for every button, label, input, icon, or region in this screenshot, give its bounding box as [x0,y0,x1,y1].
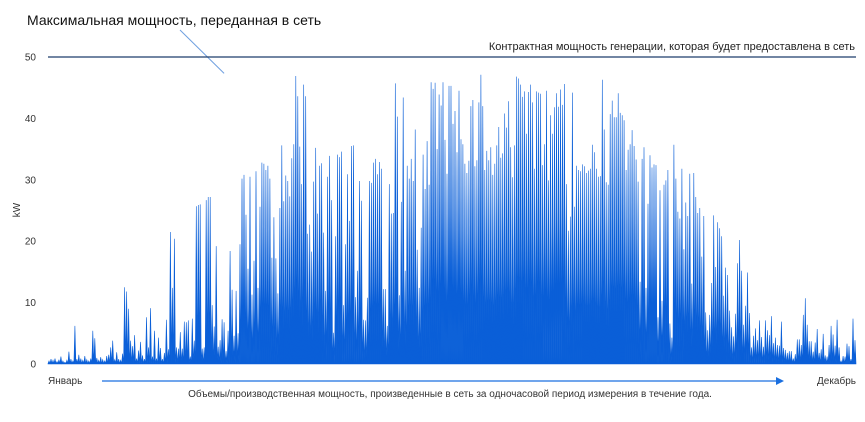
peak-annotation-leader [179,29,225,74]
y-tick-label: 0 [30,360,36,371]
x-timeline-arrow-head [776,377,784,385]
peak-annotation-label: Максимальная мощность, переданная в сеть [27,12,321,28]
y-tick-label: 10 [25,298,37,309]
y-axis-label: kW [12,202,23,217]
y-tick-label: 30 [25,175,37,186]
x-start-label: Январь [48,376,82,387]
x-axis-caption: Объемы/производственная мощность, произв… [188,388,712,400]
x-end-label: Декабрь [817,375,856,387]
series-area [47,74,857,365]
y-tick-label: 50 [25,53,37,64]
y-tick-label: 40 [25,114,37,125]
contract-line-label: Контрактная мощность генерации, которая … [489,41,855,53]
y-axis-ticks: 0 10 20 30 40 50 [25,53,37,371]
y-tick-label: 20 [25,237,37,248]
